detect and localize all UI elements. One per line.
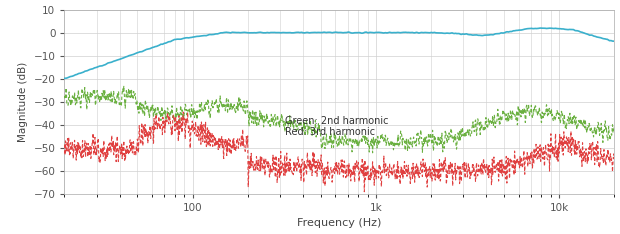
Y-axis label: Magnitude (dB): Magnitude (dB) [18,62,28,142]
Text: Green: 2nd harmonic
Red: 3rd harmonic: Green: 2nd harmonic Red: 3rd harmonic [285,116,389,137]
X-axis label: Frequency (Hz): Frequency (Hz) [297,219,382,228]
